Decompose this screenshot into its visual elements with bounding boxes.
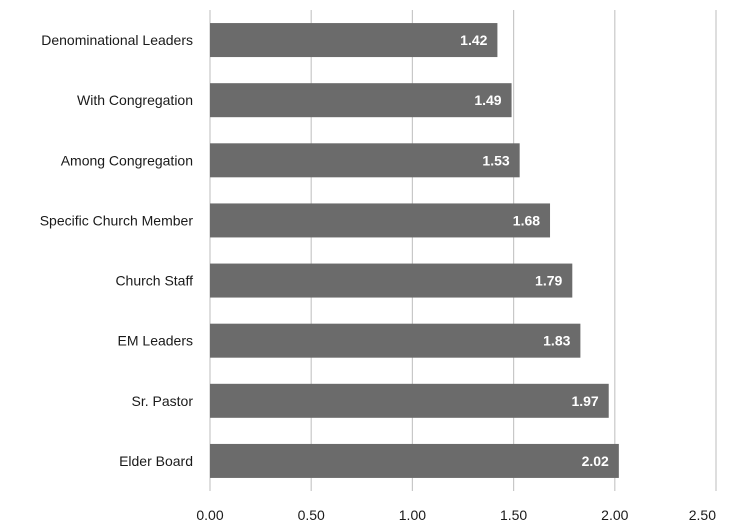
data-label-1: 1.49: [474, 92, 501, 108]
bars: 1.42 1.49 1.53 1.68 1.79 1.83 1.97 2.02: [210, 23, 619, 478]
data-label-2: 1.53: [482, 152, 509, 168]
category-label-0: Denominational Leaders: [41, 32, 193, 48]
bar-0: [210, 23, 498, 58]
data-label-3: 1.68: [513, 212, 540, 228]
data-label-4: 1.79: [535, 273, 562, 289]
category-label-6: Sr. Pastor: [132, 393, 194, 409]
category-label-5: EM Leaders: [118, 333, 193, 349]
data-label-7: 2.02: [582, 453, 609, 469]
bar-7: [210, 443, 619, 478]
data-label-6: 1.97: [571, 393, 598, 409]
category-label-1: With Congregation: [77, 92, 193, 108]
x-tick-label-2: 1.00: [399, 507, 426, 521]
x-axis-ticks: 0.00 0.50 1.00 1.50 2.00 2.50: [196, 507, 716, 521]
x-tick-label-5: 2.50: [689, 507, 716, 521]
bar-2: [210, 143, 520, 178]
bar-1: [210, 83, 512, 118]
bar-4: [210, 263, 573, 298]
category-label-4: Church Staff: [115, 273, 193, 289]
x-tick-label-0: 0.00: [196, 507, 223, 521]
bar-6: [210, 383, 609, 418]
category-label-7: Elder Board: [119, 453, 193, 469]
data-label-5: 1.83: [543, 333, 570, 349]
category-label-3: Specific Church Member: [40, 212, 194, 228]
category-labels: Denominational Leaders With Congregation A…: [40, 32, 194, 469]
x-tick-label-4: 2.00: [601, 507, 628, 521]
bar-5: [210, 323, 581, 358]
data-label-0: 1.42: [460, 32, 487, 48]
x-tick-label-3: 1.50: [500, 507, 527, 521]
x-tick-label-1: 0.50: [298, 507, 325, 521]
grid-lines: [209, 10, 717, 491]
bar-3: [210, 203, 551, 238]
category-label-2: Among Congregation: [61, 152, 193, 168]
